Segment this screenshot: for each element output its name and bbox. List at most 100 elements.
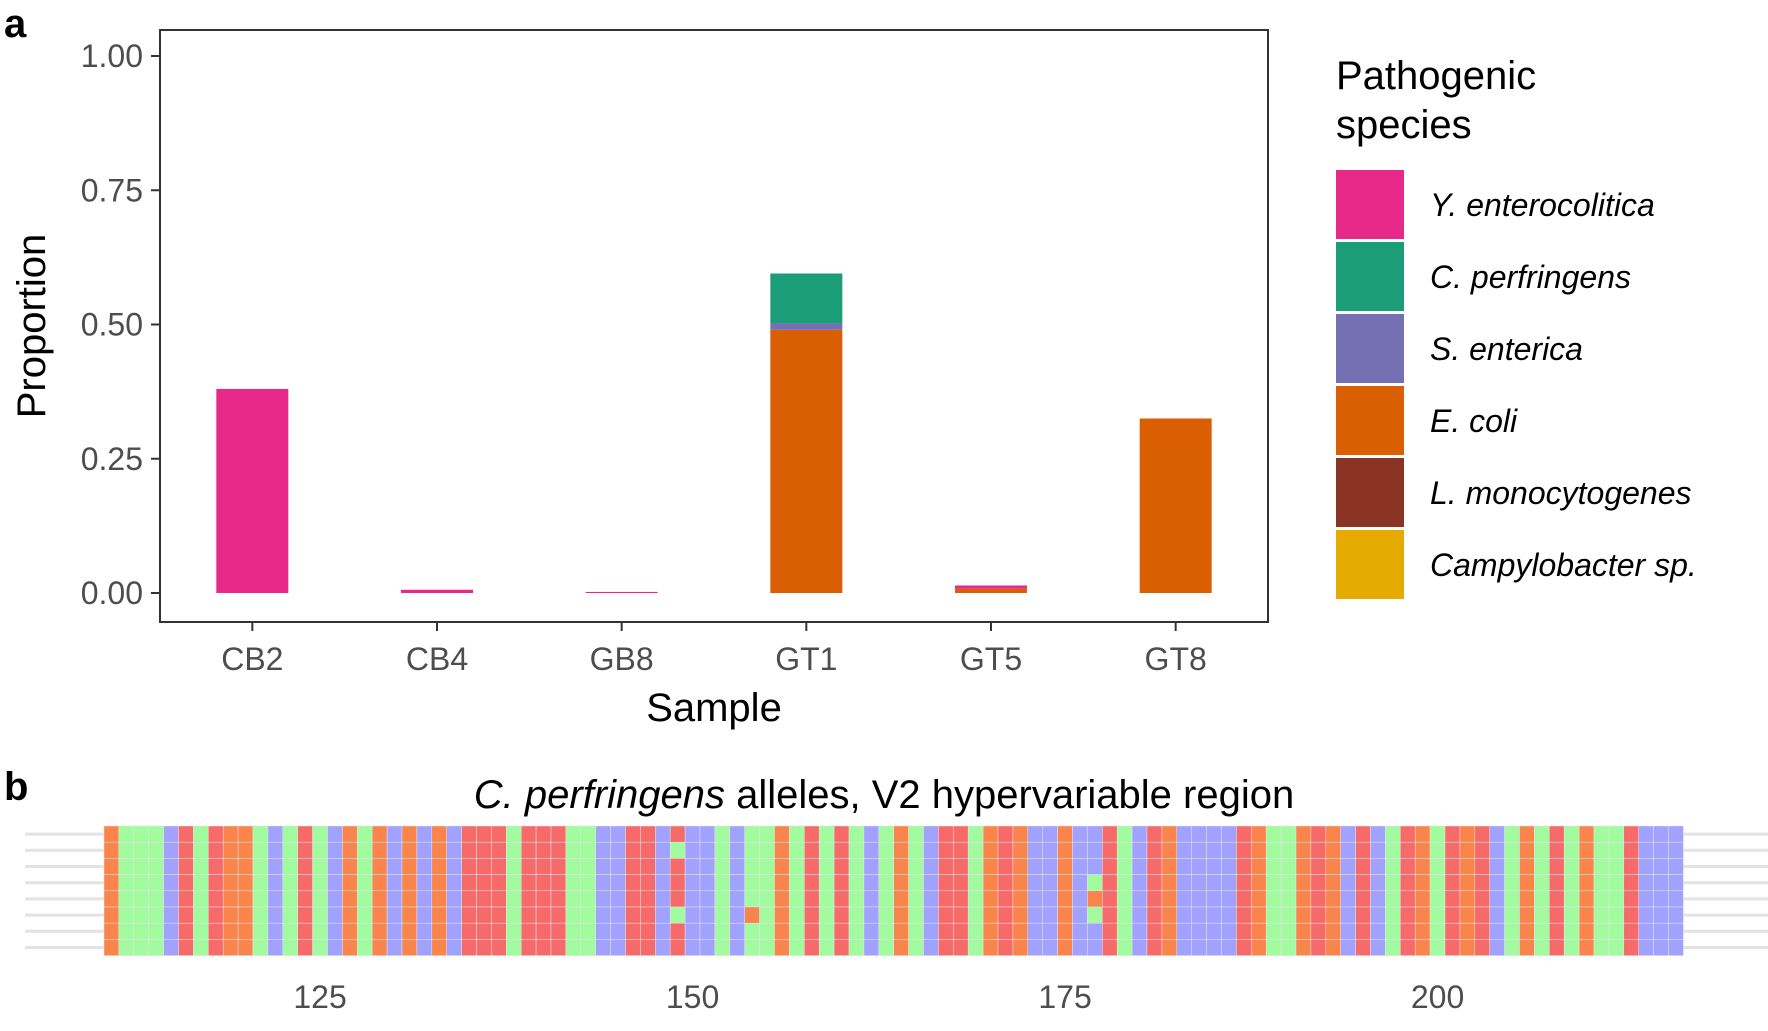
allele-cell <box>327 874 343 892</box>
allele-cell <box>267 939 284 956</box>
allele-cell <box>982 841 999 859</box>
allele-cell <box>938 841 954 859</box>
allele-cell <box>103 825 120 843</box>
allele-cell <box>938 825 954 843</box>
allele-cell <box>1087 922 1103 940</box>
allele-cell <box>520 858 537 875</box>
allele-cell <box>1116 906 1133 924</box>
allele-cell <box>342 841 358 859</box>
allele-cell <box>1668 939 1684 956</box>
allele-cell <box>1504 906 1520 924</box>
allele-cell <box>357 890 373 908</box>
allele-cell <box>804 874 820 892</box>
allele-cell <box>1221 890 1237 908</box>
allele-cell <box>759 906 775 924</box>
allele-cell <box>908 906 924 924</box>
allele-cell <box>1444 939 1461 956</box>
allele-cell <box>1563 841 1580 859</box>
allele-cell <box>1131 906 1148 924</box>
allele-cell <box>237 906 254 924</box>
allele-cell <box>1295 939 1312 956</box>
allele-cell <box>1504 825 1520 843</box>
allele-cell <box>312 841 328 859</box>
allele-cell <box>953 906 969 924</box>
allele-cell <box>1668 922 1684 940</box>
allele-cell <box>774 922 790 940</box>
allele-cell <box>550 922 567 940</box>
allele-cell <box>714 858 731 875</box>
bar-segment <box>770 329 843 593</box>
allele-cell <box>1519 939 1535 956</box>
allele-cell <box>1251 858 1267 875</box>
bar-segment <box>216 388 289 593</box>
allele-cell <box>491 874 507 892</box>
allele-cell <box>535 858 552 875</box>
allele-cell <box>357 874 373 892</box>
allele-cell <box>1102 922 1118 940</box>
legend-items: Y. enterocolitica C. perfringens S. enteri… <box>1336 170 1697 599</box>
legend-key <box>1336 386 1404 455</box>
allele-cell <box>1638 841 1654 859</box>
allele-cell <box>431 874 447 892</box>
allele-cell <box>327 906 343 924</box>
allele-cell <box>818 874 835 892</box>
allele-cell <box>1042 922 1058 940</box>
allele-cell <box>312 858 328 875</box>
allele-cell <box>1131 841 1148 859</box>
allele-cell <box>1578 906 1595 924</box>
allele-cell <box>1385 890 1401 908</box>
allele-cell <box>625 841 641 859</box>
allele-cell <box>1340 939 1356 956</box>
allele-cell <box>1325 858 1341 875</box>
allele-cell <box>1608 939 1625 956</box>
allele-cell <box>863 825 880 843</box>
allele-cell <box>893 890 909 908</box>
allele-cell <box>655 841 671 859</box>
allele-cell <box>1236 939 1252 956</box>
allele-cell <box>1236 825 1252 843</box>
allele-cell <box>550 939 567 956</box>
allele-cell <box>386 890 403 908</box>
heatmap-x-axis: 125 150 175 200 <box>293 979 1464 1015</box>
allele-cell <box>565 825 582 843</box>
allele-cell <box>386 939 403 956</box>
allele-cell <box>208 858 224 875</box>
allele-cell <box>1534 939 1550 956</box>
allele-cell <box>357 906 373 924</box>
allele-cell <box>908 922 924 940</box>
allele-cell <box>1638 906 1654 924</box>
allele-cell <box>133 890 149 908</box>
allele-cell <box>1042 939 1058 956</box>
allele-cell <box>1608 906 1625 924</box>
allele-cell <box>506 825 522 843</box>
allele-cell <box>1310 841 1327 859</box>
allele-cell <box>535 874 552 892</box>
allele-cell <box>982 890 999 908</box>
allele-cell <box>1102 939 1118 956</box>
allele-cell <box>1459 922 1476 940</box>
allele-cell <box>1265 825 1282 843</box>
bars <box>216 273 1212 593</box>
allele-cell <box>1251 841 1267 859</box>
allele-cell <box>610 841 626 859</box>
allele-cell <box>893 841 909 859</box>
allele-cell <box>655 939 671 956</box>
allele-cell <box>1027 939 1043 956</box>
allele-cell <box>1653 825 1669 843</box>
allele-cell <box>1489 858 1505 875</box>
allele-cell <box>1578 858 1595 875</box>
allele-cell <box>1057 825 1073 843</box>
allele-cell <box>625 939 641 956</box>
panel-b-title-italic: C. perfringens <box>474 773 725 817</box>
allele-cell <box>565 858 582 875</box>
allele-cell <box>953 858 969 875</box>
allele-cell <box>655 922 671 940</box>
allele-cell <box>565 841 582 859</box>
allele-cell <box>953 825 969 843</box>
allele-cell <box>297 939 313 956</box>
allele-cell <box>967 874 984 892</box>
allele-cell <box>1414 906 1431 924</box>
allele-cell <box>1012 841 1029 859</box>
allele-cell <box>580 939 596 956</box>
allele-cell <box>357 841 373 859</box>
